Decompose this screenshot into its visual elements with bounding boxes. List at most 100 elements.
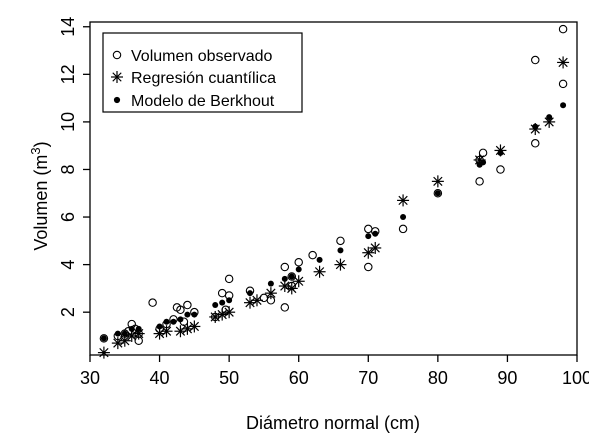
point-observed [496, 165, 505, 174]
point-observed [478, 148, 488, 158]
point-berkhout [316, 256, 323, 263]
point-berkhout [191, 311, 198, 318]
point-observed [294, 257, 303, 267]
y-axis-title: Volumen (m3) [28, 141, 51, 250]
point-regression [250, 294, 263, 307]
point-berkhout [219, 299, 226, 306]
point-observed [287, 272, 297, 281]
legend-label-observed: Volumen observado [131, 48, 273, 65]
point-berkhout [128, 325, 135, 332]
y-axis-title-main: Volumen (m [31, 155, 51, 251]
point-observed [558, 79, 568, 89]
legend-asterisk [111, 71, 123, 83]
point-observed [475, 177, 484, 186]
point-regression [397, 194, 410, 207]
point-observed [364, 224, 373, 234]
point-observed [558, 24, 568, 34]
x-axis-title: Diámetro normal (cm) [246, 413, 420, 433]
point-observed [531, 55, 540, 65]
point-regression [557, 56, 570, 69]
point-regression [362, 246, 375, 259]
point-berkhout [170, 318, 177, 325]
point-regression [188, 320, 201, 333]
x-tick-label: 100 [562, 368, 589, 388]
point-regression [292, 275, 305, 288]
point-berkhout [372, 230, 379, 237]
point-observed [433, 189, 443, 198]
y-tick-label: 6 [58, 212, 78, 222]
points-layer [97, 24, 570, 359]
point-berkhout [156, 323, 163, 330]
x-tick-label: 30 [80, 368, 100, 388]
point-berkhout [212, 302, 219, 309]
point-observed [148, 298, 157, 307]
y-tick-label: 8 [58, 164, 78, 174]
y-axis-title-superscript: 3 [28, 147, 43, 154]
y-axis-title-close: ) [31, 141, 51, 147]
point-observed [176, 305, 185, 315]
point-observed [183, 300, 192, 310]
point-regression [118, 334, 131, 347]
point-berkhout [121, 330, 128, 337]
x-tick-label: 60 [289, 368, 309, 388]
point-berkhout [135, 325, 142, 332]
point-observed [364, 262, 373, 272]
point-observed [280, 262, 290, 272]
point-regression [313, 265, 326, 278]
point-regression [223, 306, 236, 319]
point-berkhout [114, 330, 121, 337]
legend-marker-regression [111, 71, 123, 83]
point-berkhout [337, 247, 344, 254]
axes-layer: 30 40 50 60 70 80 90 100 2 4 6 8 10 12 14 [58, 17, 589, 388]
point-observed [99, 334, 109, 343]
y-tick-label: 14 [58, 17, 78, 37]
point-berkhout [295, 266, 302, 273]
point-observed [280, 303, 290, 312]
point-regression [264, 287, 277, 300]
x-tick-label: 90 [497, 368, 517, 388]
x-tick-label: 40 [150, 368, 170, 388]
point-observed [336, 236, 345, 246]
point-berkhout [281, 275, 288, 282]
legend: Volumen observado Regresión cuantílica M… [102, 32, 303, 113]
y-tick-label: 2 [58, 307, 78, 317]
point-berkhout [546, 114, 553, 121]
point-regression [132, 327, 145, 340]
y-tick-label: 10 [58, 112, 78, 132]
point-berkhout [267, 280, 274, 287]
point-regression [160, 325, 173, 338]
point-berkhout [532, 123, 539, 130]
point-berkhout [226, 297, 233, 304]
point-observed [224, 274, 234, 284]
point-regression [431, 175, 444, 188]
legend-label-regression: Regresión cuantílica [131, 70, 276, 87]
x-tick-label: 80 [428, 368, 448, 388]
plot-frame [89, 21, 578, 356]
y-tick-label: 12 [58, 64, 78, 84]
point-berkhout [434, 190, 441, 197]
x-tick-label: 50 [219, 368, 239, 388]
point-regression [181, 322, 194, 335]
point-berkhout [497, 149, 504, 156]
point-berkhout [100, 335, 107, 342]
point-berkhout [560, 102, 567, 109]
point-berkhout [184, 311, 191, 318]
point-observed [308, 250, 317, 260]
y-tick-label: 4 [58, 260, 78, 270]
point-berkhout [163, 318, 170, 325]
point-observed [217, 288, 227, 298]
point-berkhout [177, 316, 184, 323]
x-tick-label: 70 [358, 368, 378, 388]
point-berkhout [288, 273, 295, 280]
point-regression [369, 241, 382, 254]
point-observed [398, 224, 408, 234]
point-berkhout [247, 290, 254, 297]
legend-marker-observed [112, 50, 122, 60]
point-berkhout [365, 233, 372, 240]
legend-box [102, 32, 303, 113]
point-regression [97, 346, 110, 359]
point-berkhout [480, 159, 487, 166]
point-observed [531, 139, 540, 148]
